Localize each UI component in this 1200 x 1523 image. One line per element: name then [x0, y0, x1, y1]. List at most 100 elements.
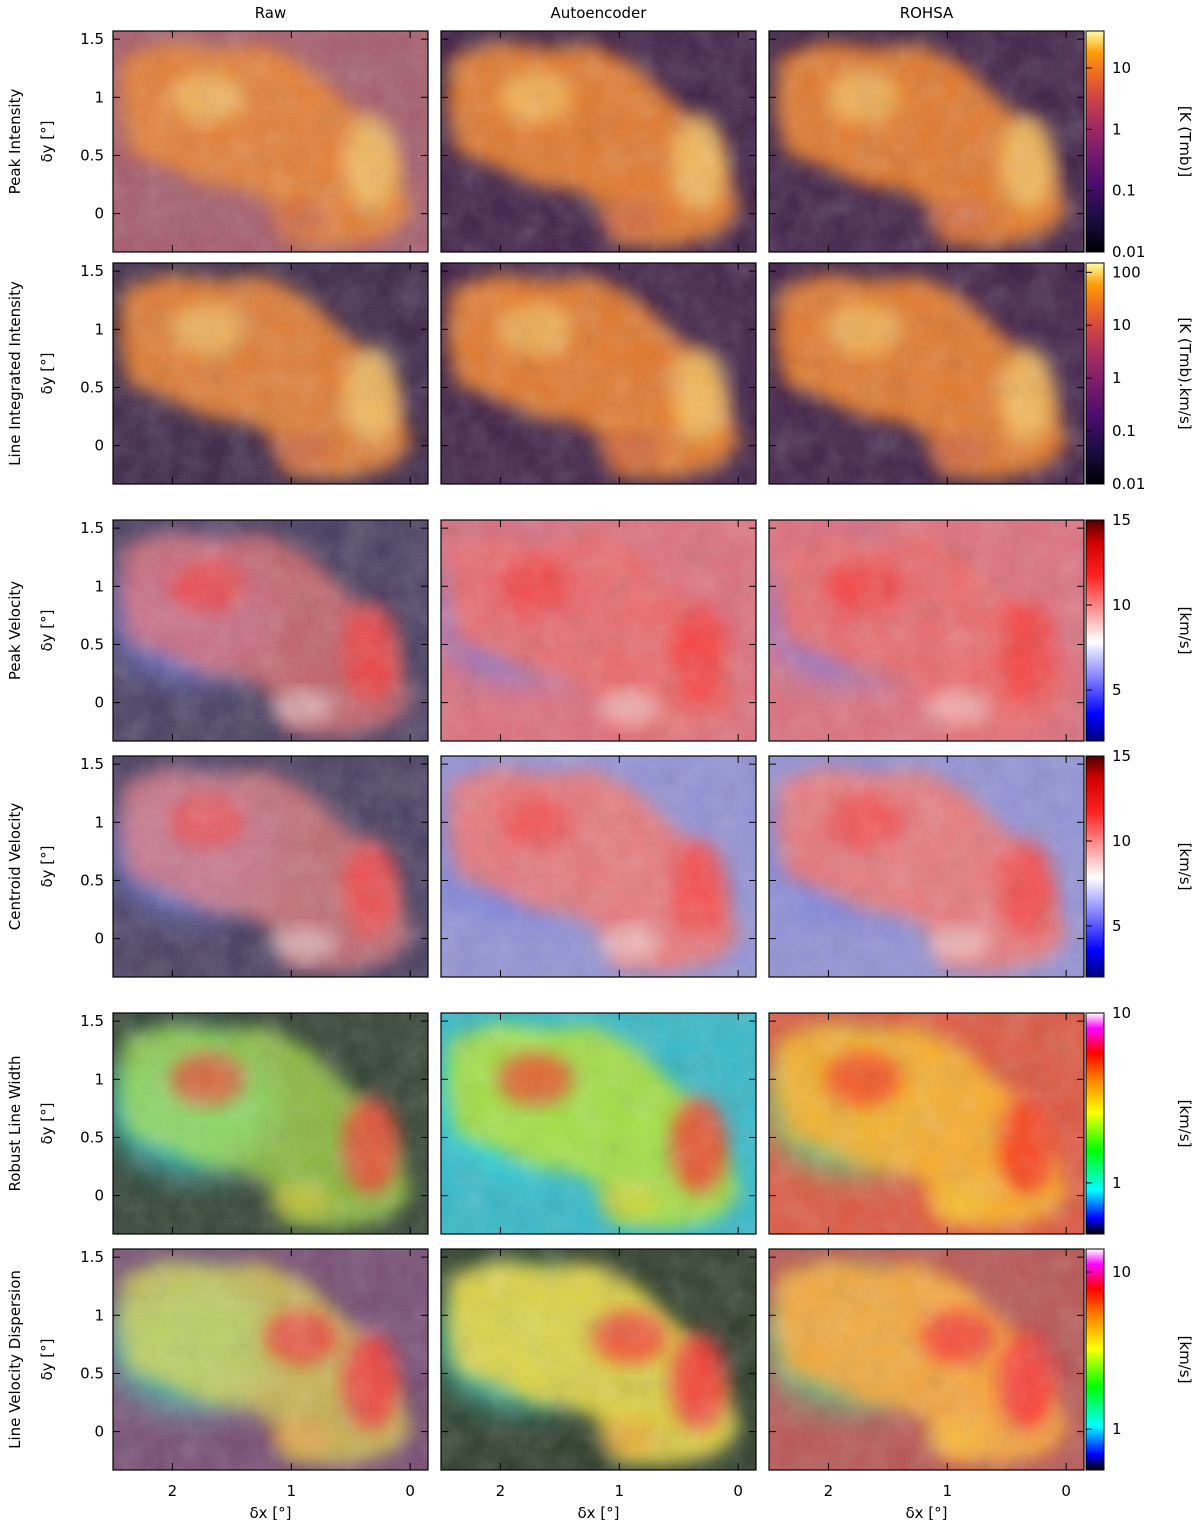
colorbar: [1085, 1248, 1105, 1471]
colorbar-tick-label: 15: [1112, 511, 1131, 529]
colorbar-tick-label: 15: [1112, 747, 1131, 765]
heatmap-panel-raw: [112, 519, 429, 742]
y-tick-label: 1: [94, 1070, 104, 1088]
x-tick-label: 1: [615, 1482, 625, 1500]
row-label: Line Integrated Intensity: [6, 281, 24, 466]
heatmap-panel-autoencoder: [440, 1012, 757, 1235]
heatmap-panel-raw: [112, 1248, 429, 1471]
row-label: Peak Velocity: [6, 581, 24, 680]
colorbar: [1085, 30, 1105, 253]
colorbar: [1085, 755, 1105, 978]
colorbar-unit-label: [km/s]: [1176, 1100, 1194, 1148]
x-tick-label: 2: [824, 1482, 834, 1500]
y-tick-label: 0.5: [80, 871, 104, 889]
panel-frame: [768, 755, 1085, 978]
row-centroid-velocity: Centroid Velocity δy [°] 1.5 1 0.5 0 15 10 5 [km/…: [6, 747, 1194, 978]
row-label: Line Velocity Dispersion: [6, 1270, 24, 1449]
colorbar-tick-label: 10: [1112, 1263, 1131, 1281]
panel-frame: [112, 262, 429, 485]
column-title-rohsa: ROHSA: [900, 4, 954, 22]
x-axis-label: δx [°]: [905, 1504, 947, 1522]
y-tick-label: 1: [94, 320, 104, 338]
panel-frame: [440, 1248, 757, 1471]
x-tick-label: 2: [168, 1482, 178, 1500]
y-tick-label: 1: [94, 813, 104, 831]
heatmap-panel-autoencoder: [440, 30, 757, 253]
colorbar-unit-label: [km/s]: [1176, 1336, 1194, 1384]
x-tick-label: 1: [943, 1482, 953, 1500]
heatmap-panel-raw: [112, 30, 429, 253]
y-tick-label: 1.5: [80, 1012, 104, 1030]
x-axis-label: δx [°]: [577, 1504, 619, 1522]
y-tick-label: 0.5: [80, 1128, 104, 1146]
colorbar-tick-label: 0.1: [1112, 182, 1136, 200]
y-tick-label: 0: [94, 694, 104, 712]
colorbar: [1085, 262, 1105, 485]
panel-frame: [440, 755, 757, 978]
y-tick-label: 0.5: [80, 378, 104, 396]
row-peak-intensity: Peak Intensity δy [°] 1.5 1 0.5 0 10 1 0.1 0.01 [K…: [6, 30, 1194, 261]
y-tick-label: 0: [94, 1423, 104, 1441]
heatmap-panel-autoencoder: [440, 262, 757, 485]
column-title-raw: Raw: [255, 4, 287, 22]
y-tick-label: 0.5: [80, 1364, 104, 1382]
y-tick-label: 1.5: [80, 1248, 104, 1266]
panel-frame: [112, 1012, 429, 1235]
colorbar-tick-label: 10: [1112, 832, 1131, 850]
row-line-velocity-dispersion: Line Velocity Dispersion δy [°] 1.5 1 0.5 0 10…: [6, 1248, 1194, 1471]
x-tick-label: 2: [496, 1482, 506, 1500]
y-tick-label: 1: [94, 88, 104, 106]
panel-frame: [112, 1248, 429, 1471]
colorbar-unit-label: [km/s]: [1176, 843, 1194, 891]
panel-frame: [440, 1012, 757, 1235]
x-tick-label: 0: [1061, 1482, 1071, 1500]
colorbar-tick-label: 100: [1112, 263, 1141, 281]
colorbar-tick-label: 5: [1112, 681, 1122, 699]
row-label: Peak Intensity: [6, 89, 24, 195]
row-robust-line-width: Robust Line Width δy [°] 1.5 1 0.5 0 10 1 [km/s]: [6, 1004, 1194, 1235]
colorbar: [1085, 1012, 1105, 1235]
x-axis: 2 1 0 δx [°] 2 1 0 δx [°] 2 1 0 δx [°]: [168, 1482, 1071, 1522]
column-title-autoencoder: Autoencoder: [551, 4, 648, 22]
y-tick-label: 1.5: [80, 262, 104, 280]
heatmap-panel-rohsa: [768, 1012, 1085, 1235]
heatmap-panel-raw: [112, 262, 429, 485]
heatmap-panel-raw: [112, 755, 429, 978]
y-tick-label: 1.5: [80, 519, 104, 537]
row-line-integrated-intensity: Line Integrated Intensity δy [°] 1.5 1 0.5 0 1…: [6, 262, 1194, 493]
heatmap-panel-rohsa: [768, 262, 1085, 485]
row-label: Robust Line Width: [6, 1055, 24, 1191]
colorbar-tick-label: 1: [1112, 1420, 1122, 1438]
row-peak-velocity: Peak Velocity δy [°] 1.5 1 0.5 0 15 10 5 [km/s]: [6, 511, 1194, 742]
heatmap-panel-rohsa: [768, 519, 1085, 742]
y-tick-label: 0: [94, 930, 104, 948]
colorbar-tick-label: 0.01: [1112, 475, 1145, 493]
colorbar: [1085, 519, 1105, 742]
y-tick-label: 0: [94, 1187, 104, 1205]
panel-frame: [112, 30, 429, 253]
y-tick-label: 0.5: [80, 635, 104, 653]
colorbar-unit-label: [km/s]: [1176, 607, 1194, 655]
y-axis-label: δy [°]: [38, 1102, 56, 1144]
y-axis-label: δy [°]: [38, 609, 56, 651]
colorbar-unit-label: [K (Tmb)]: [1176, 106, 1194, 177]
colorbar-tick-label: 1: [1112, 1174, 1122, 1192]
colorbar-tick-label: 0.1: [1112, 422, 1136, 440]
colorbar-unit-label: [K (Tmb).km/s]: [1176, 317, 1194, 429]
y-tick-label: 1.5: [80, 30, 104, 48]
y-axis-label: δy [°]: [38, 845, 56, 887]
colorbar-tick-label: 10: [1112, 59, 1131, 77]
panel-frame: [112, 519, 429, 742]
panel-frame: [768, 30, 1085, 253]
y-tick-label: 0: [94, 205, 104, 223]
x-tick-label: 1: [287, 1482, 297, 1500]
y-tick-label: 1.5: [80, 755, 104, 773]
y-tick-label: 0: [94, 437, 104, 455]
y-axis-label: δy [°]: [38, 1338, 56, 1380]
heatmap-panel-rohsa: [768, 30, 1085, 253]
x-tick-label: 0: [405, 1482, 415, 1500]
panel-frame: [440, 262, 757, 485]
colorbar-tick-label: 10: [1112, 1004, 1131, 1022]
panel-frame: [440, 30, 757, 253]
